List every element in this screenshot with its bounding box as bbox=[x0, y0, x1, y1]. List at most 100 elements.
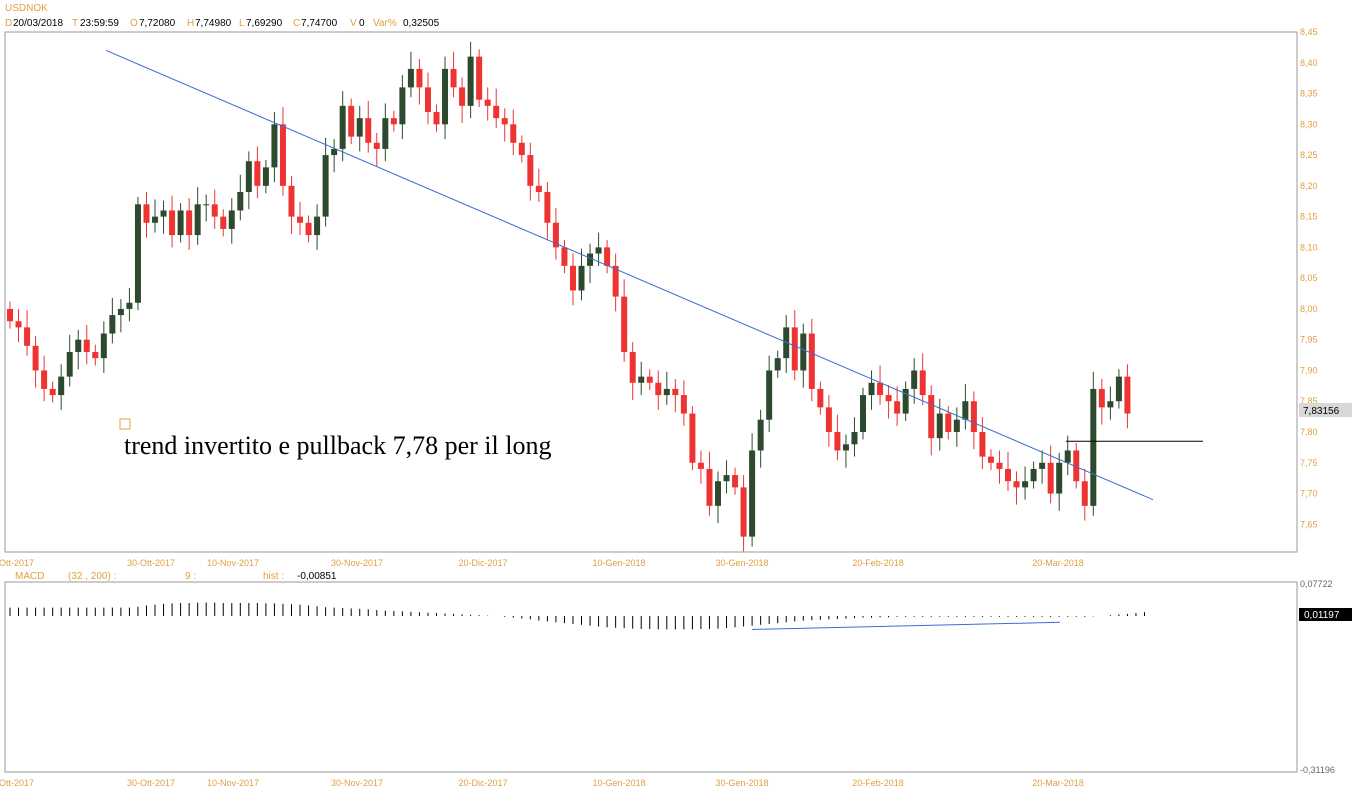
candle bbox=[1022, 466, 1029, 500]
candle bbox=[442, 56, 449, 140]
candle bbox=[211, 189, 218, 229]
candle-body bbox=[945, 413, 952, 432]
candle-body bbox=[493, 105, 500, 119]
candle bbox=[75, 329, 82, 370]
y-tick-label: 8,00 bbox=[1300, 304, 1318, 314]
date-key: D bbox=[5, 18, 12, 29]
candle-body bbox=[1013, 481, 1020, 488]
candle bbox=[194, 187, 201, 245]
candle-body bbox=[578, 265, 585, 291]
candle bbox=[297, 201, 304, 236]
candle bbox=[612, 253, 619, 312]
candle-body bbox=[621, 296, 628, 352]
candle bbox=[66, 334, 73, 387]
candle bbox=[987, 449, 994, 471]
candle bbox=[953, 407, 960, 447]
candle-body bbox=[254, 161, 261, 186]
macd-y-max: 0,07722 bbox=[1300, 579, 1333, 589]
candle bbox=[186, 198, 193, 250]
trendline[interactable] bbox=[105, 50, 1154, 501]
date-label: 30-Nov-2017 bbox=[331, 558, 383, 568]
candle bbox=[851, 417, 858, 457]
y-tick-label: 8,35 bbox=[1300, 89, 1318, 99]
candle bbox=[433, 104, 440, 132]
candle bbox=[7, 301, 13, 329]
candle bbox=[638, 361, 645, 396]
candle-body bbox=[732, 475, 739, 488]
candle bbox=[663, 371, 670, 405]
date-value: 20/03/2018 bbox=[13, 18, 63, 29]
candle bbox=[382, 103, 389, 162]
candle-body bbox=[1005, 468, 1012, 482]
candle-body bbox=[1022, 481, 1029, 488]
candle-body bbox=[885, 395, 892, 402]
candle bbox=[220, 209, 227, 237]
macd-divergence-line[interactable] bbox=[751, 621, 1061, 630]
candle-body bbox=[442, 68, 449, 125]
macd-hist-value: -0,00851 bbox=[297, 571, 337, 582]
candle bbox=[1039, 450, 1046, 484]
candle-body bbox=[1115, 376, 1122, 402]
candle-body bbox=[544, 192, 551, 223]
candle bbox=[1047, 445, 1054, 504]
high-value: 7,74980 bbox=[195, 18, 232, 29]
candle bbox=[476, 49, 483, 108]
candle-body bbox=[834, 432, 841, 451]
candle bbox=[484, 87, 491, 121]
candle bbox=[1098, 379, 1105, 425]
candle-body bbox=[1064, 450, 1071, 463]
candle bbox=[126, 288, 133, 322]
candle bbox=[32, 336, 39, 388]
candle-body bbox=[245, 161, 252, 192]
volume-key: V bbox=[350, 18, 357, 29]
date-label: 10-Ott-2017 bbox=[0, 778, 34, 788]
candle bbox=[629, 342, 636, 400]
candle bbox=[902, 381, 909, 421]
candle-body bbox=[279, 124, 286, 186]
candle bbox=[305, 215, 312, 243]
date-label: 10-Ott-2017 bbox=[0, 558, 34, 568]
var-key: Var% bbox=[373, 18, 397, 29]
candle bbox=[262, 160, 269, 194]
y-tick-label: 7,65 bbox=[1300, 519, 1318, 529]
ohlc-readout: D 20/03/2018 T 23:59:59 O 7,72080 H 7,74… bbox=[5, 18, 440, 29]
candle-body bbox=[467, 56, 474, 106]
candle bbox=[24, 310, 31, 356]
y-tick-label: 8,15 bbox=[1300, 212, 1318, 222]
candle-body bbox=[817, 388, 824, 408]
candle bbox=[41, 355, 48, 402]
candle bbox=[646, 369, 653, 391]
candle-body bbox=[262, 167, 269, 186]
candle-body bbox=[382, 118, 389, 149]
candle bbox=[774, 350, 781, 378]
candle bbox=[860, 387, 866, 440]
candle bbox=[356, 105, 363, 152]
date-label: 10-Gen-2018 bbox=[592, 558, 645, 568]
candle-body bbox=[919, 370, 926, 396]
candle bbox=[800, 323, 807, 388]
y-tick-label: 8,45 bbox=[1300, 27, 1318, 37]
candle-body bbox=[1124, 376, 1131, 414]
symbol-label: USDNOK bbox=[5, 3, 48, 14]
candle-body bbox=[356, 118, 363, 137]
candle-body bbox=[228, 210, 235, 229]
candle-body bbox=[134, 204, 141, 303]
macd-params: (32 , 200) : bbox=[68, 571, 116, 582]
candle bbox=[390, 110, 397, 132]
candle-body bbox=[894, 401, 901, 414]
candle bbox=[928, 385, 935, 456]
candle bbox=[1081, 468, 1088, 521]
candle-body bbox=[24, 327, 31, 346]
annotation-marker[interactable] bbox=[119, 418, 131, 430]
open-value: 7,72080 bbox=[139, 18, 176, 29]
candle-body bbox=[936, 413, 943, 439]
candle bbox=[49, 381, 56, 403]
candle bbox=[1090, 371, 1097, 516]
candle bbox=[979, 417, 986, 469]
candle bbox=[407, 51, 414, 98]
candle bbox=[1124, 364, 1131, 429]
candle bbox=[714, 471, 721, 524]
date-axis-top: 10-Ott-2017 30-Ott-2017 10-Nov-2017 30-Nov-… bbox=[0, 558, 1084, 568]
candle-body bbox=[390, 118, 397, 125]
candle bbox=[160, 200, 167, 234]
